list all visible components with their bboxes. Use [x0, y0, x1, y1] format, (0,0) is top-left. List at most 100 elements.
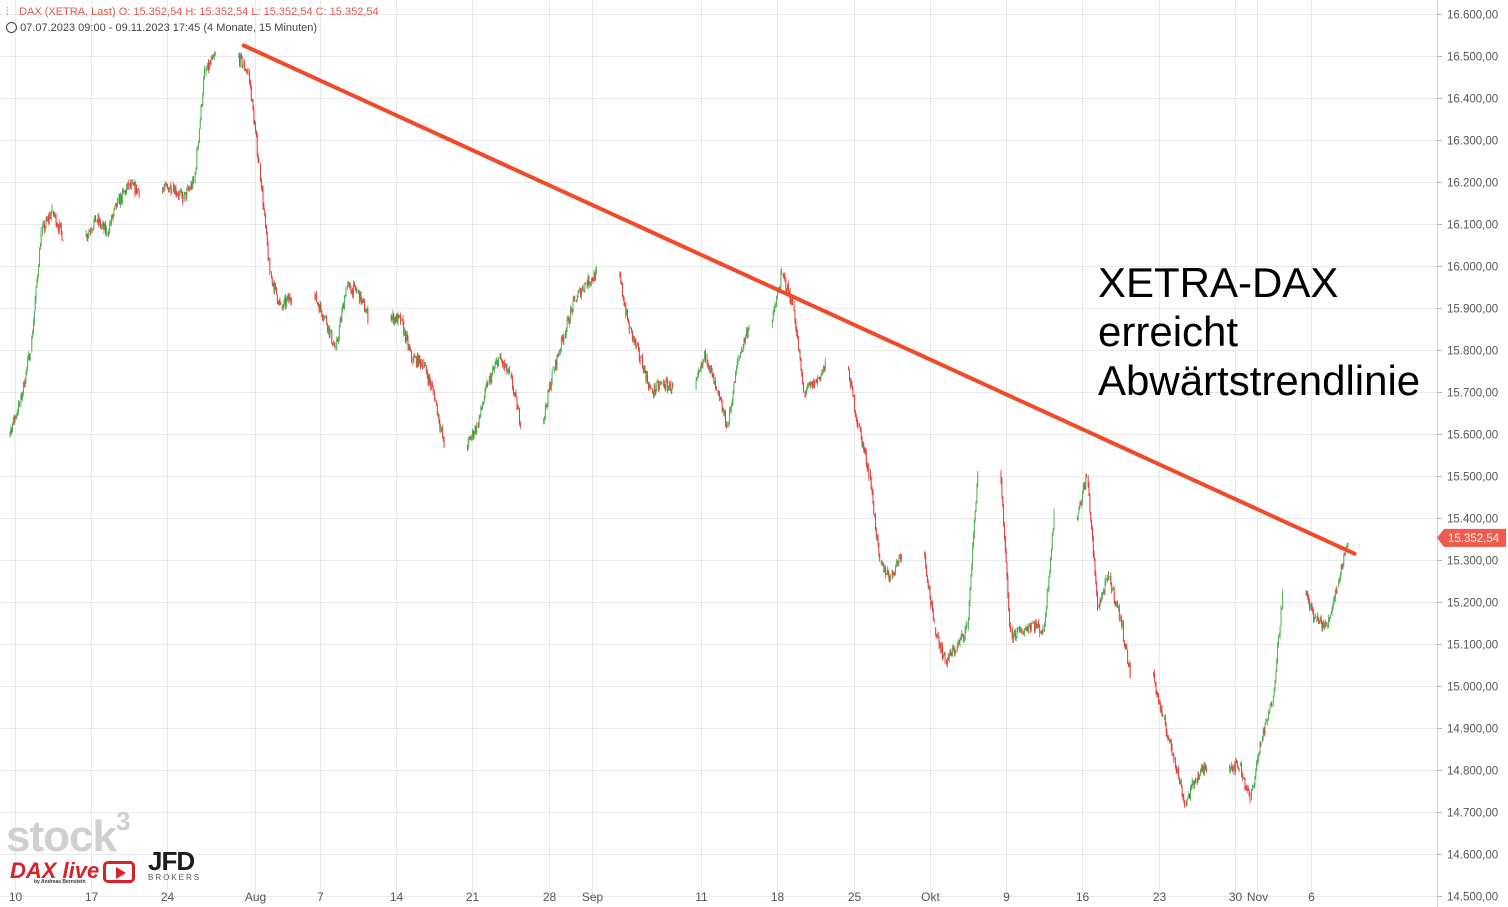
chart-type-icon: ⫶ — [6, 6, 9, 18]
candle-body — [780, 272, 782, 288]
candle-body — [109, 223, 111, 233]
candle-body — [405, 330, 406, 342]
candle-body — [196, 150, 198, 169]
candle-body — [547, 390, 549, 406]
candle-body — [18, 402, 20, 405]
candle-body — [1153, 673, 1154, 675]
candle-body — [240, 54, 242, 57]
candle-body — [15, 416, 17, 418]
candle-body — [13, 416, 15, 422]
candle-body — [772, 311, 774, 321]
candle-body — [1050, 548, 1052, 558]
candle-body — [263, 205, 265, 210]
candle-body — [852, 386, 854, 396]
candle-body — [1329, 614, 1331, 619]
candle-body — [408, 346, 410, 348]
candle-body — [133, 183, 135, 186]
candle-body — [549, 384, 551, 392]
y-tick-label: 15.600,00 — [1447, 430, 1498, 442]
candle-body — [1078, 506, 1080, 514]
candle-body — [652, 392, 654, 393]
candle-body — [1247, 789, 1249, 790]
candle-body — [1178, 769, 1180, 778]
candle-body — [581, 286, 583, 292]
candle-body — [779, 287, 781, 290]
candle-body — [576, 298, 578, 302]
price-tag-bg — [1437, 528, 1506, 547]
candle-body — [270, 274, 272, 277]
candle-body — [620, 274, 622, 282]
candle-body — [11, 428, 13, 432]
x-tick-label: 28 — [543, 890, 557, 904]
candle-body — [1080, 503, 1082, 506]
candle-body — [22, 381, 24, 393]
candle-body — [781, 270, 783, 273]
candle-body — [113, 209, 115, 215]
candle-body — [32, 333, 34, 338]
candle-body — [189, 188, 191, 190]
candle-body — [478, 417, 480, 427]
candle-body — [808, 383, 810, 386]
candle-body — [129, 182, 131, 187]
candle-body — [351, 288, 353, 294]
candle-body — [1308, 600, 1310, 608]
candle-body — [1112, 589, 1113, 591]
candle-body — [1039, 626, 1041, 634]
candle-body — [392, 313, 394, 317]
candle-body — [1229, 765, 1231, 770]
candle-body — [353, 284, 355, 296]
y-tick-label: 15.500,00 — [1447, 472, 1498, 484]
candle-body — [443, 437, 445, 448]
candle-body — [245, 69, 246, 71]
candle-body — [202, 94, 204, 105]
y-tick-label: 16.600,00 — [1447, 10, 1498, 22]
candle-body — [621, 283, 623, 295]
candle-body — [12, 416, 14, 425]
candle-body — [875, 529, 877, 538]
candle-body — [933, 620, 935, 622]
candle-body — [396, 314, 398, 324]
candle-body — [278, 300, 280, 305]
candle-body — [1274, 680, 1276, 691]
candle-body — [112, 214, 114, 219]
candle-body — [1257, 759, 1258, 763]
candle-body — [748, 328, 750, 330]
candle-body — [273, 283, 275, 292]
candle-body — [1110, 576, 1112, 584]
candle-body — [1128, 663, 1130, 666]
candle-body — [208, 62, 210, 70]
candle-body — [356, 290, 358, 292]
candle-body — [544, 416, 545, 420]
x-tick-label: Aug — [245, 890, 266, 904]
candle-body — [1164, 717, 1166, 726]
candle-body — [1005, 551, 1007, 563]
candle-body — [1312, 609, 1314, 612]
candle-body — [1281, 607, 1283, 609]
candle-body — [482, 402, 484, 406]
candle-body — [334, 345, 336, 348]
candle-body — [715, 381, 716, 387]
y-tick-label: 16.100,00 — [1447, 220, 1498, 232]
candle-body — [671, 383, 673, 391]
candle-body — [712, 373, 714, 376]
candle-body — [1241, 763, 1242, 775]
y-tick-label: 14.900,00 — [1447, 724, 1498, 736]
candle-body — [949, 650, 951, 656]
candle-body — [169, 185, 171, 189]
candle-body — [249, 80, 251, 87]
candle-body — [499, 355, 501, 359]
candle-body — [801, 370, 803, 375]
candle-body — [638, 348, 640, 359]
candle-body — [1122, 624, 1124, 640]
candle-body — [1202, 766, 1204, 771]
candle-body — [1009, 609, 1011, 627]
candle-body — [745, 335, 747, 342]
candle-body — [658, 384, 660, 389]
candle-body — [930, 597, 932, 605]
candle-body — [503, 361, 505, 368]
candle-body — [1097, 592, 1098, 611]
y-tick-label: 14.800,00 — [1447, 766, 1498, 778]
candle-body — [1177, 769, 1179, 772]
candle-body — [928, 586, 930, 588]
instrument-info: ⫶ DAX (XETRA, Last) O: 15.352,54 H: 15.3… — [6, 6, 379, 19]
